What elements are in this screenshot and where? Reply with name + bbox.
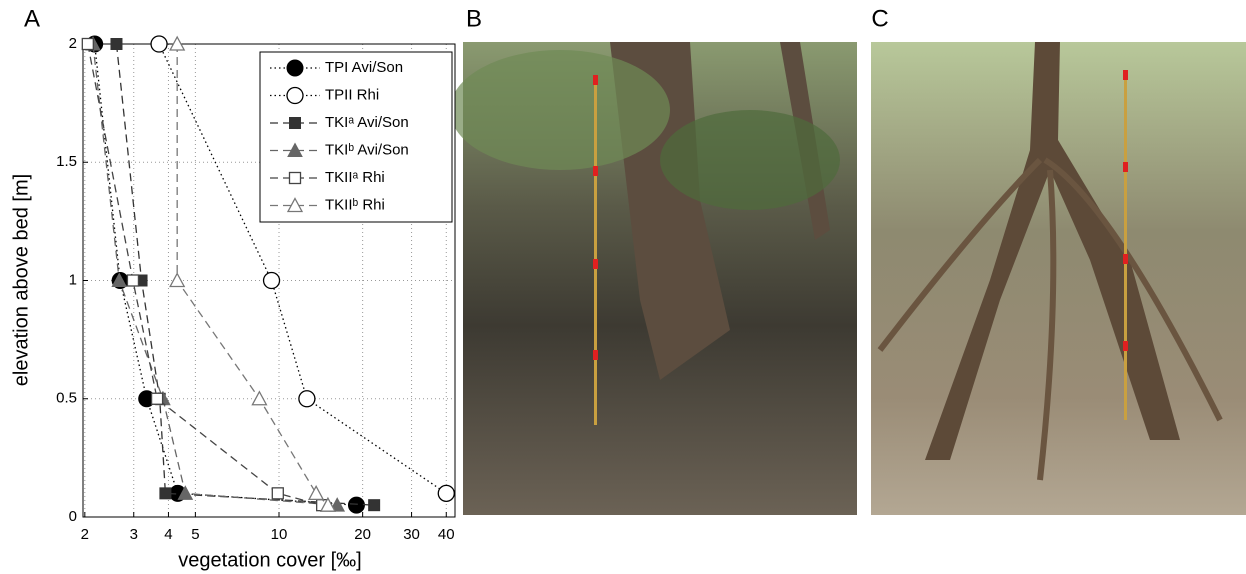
legend-marker bbox=[289, 117, 301, 129]
marker bbox=[368, 499, 381, 512]
photo-b bbox=[450, 42, 857, 515]
marker bbox=[437, 484, 455, 503]
panel-label: C bbox=[871, 5, 888, 32]
marker bbox=[177, 485, 194, 500]
legend-marker bbox=[287, 142, 303, 157]
x-tick-label: 2 bbox=[81, 526, 89, 543]
y-tick-label: 1.5 bbox=[56, 153, 77, 170]
legend-box bbox=[259, 51, 453, 223]
x-tick-label: 30 bbox=[403, 526, 420, 543]
plot-frame bbox=[82, 43, 456, 518]
y-tick-label: 2 bbox=[69, 35, 77, 52]
legend-label: TKIᵃ Avi/Son bbox=[325, 114, 409, 131]
series-line bbox=[158, 43, 447, 494]
legend-marker bbox=[286, 86, 304, 105]
legend-label: TPII Rhi bbox=[325, 86, 379, 103]
marker bbox=[262, 271, 281, 290]
x-tick-label: 40 bbox=[438, 526, 455, 543]
legend-label: TPI Avi/Son bbox=[325, 59, 403, 76]
x-tick-label: 5 bbox=[191, 526, 199, 543]
marker bbox=[126, 274, 140, 287]
marker bbox=[347, 496, 365, 514]
marker bbox=[298, 390, 316, 408]
x-tick-label: 20 bbox=[354, 526, 371, 543]
series-line bbox=[87, 43, 323, 506]
y-axis-label: elevation above bed [m] bbox=[10, 174, 32, 386]
marker bbox=[150, 35, 168, 53]
marker bbox=[81, 37, 94, 51]
panel-label: A bbox=[24, 5, 40, 32]
panel-label: B bbox=[466, 5, 482, 32]
marker bbox=[308, 484, 325, 500]
marker bbox=[159, 487, 172, 500]
legend-label: TKIIᵇ Rhi bbox=[325, 196, 385, 213]
legend-marker bbox=[286, 197, 304, 213]
marker bbox=[110, 38, 123, 50]
x-tick-label: 4 bbox=[164, 526, 172, 543]
x-tick-label: 3 bbox=[130, 526, 138, 543]
y-tick-label: 0 bbox=[69, 508, 77, 525]
marker bbox=[150, 392, 164, 405]
marker bbox=[169, 35, 186, 51]
marker bbox=[169, 272, 186, 288]
legend-label: TKIIᵃ Rhi bbox=[325, 169, 385, 186]
legend-marker bbox=[288, 171, 302, 185]
y-tick-label: 0.5 bbox=[56, 390, 77, 407]
marker bbox=[319, 496, 337, 512]
marker bbox=[251, 390, 268, 406]
legend-marker bbox=[286, 59, 304, 77]
marker bbox=[111, 272, 128, 287]
marker bbox=[271, 487, 284, 500]
photo-c bbox=[871, 42, 1246, 515]
y-tick-label: 1 bbox=[69, 271, 77, 288]
legend-label: TKIᵇ Avi/Son bbox=[325, 141, 409, 158]
x-axis-label: vegetation cover [‰] bbox=[178, 549, 361, 571]
x-tick-label: 10 bbox=[271, 526, 288, 543]
